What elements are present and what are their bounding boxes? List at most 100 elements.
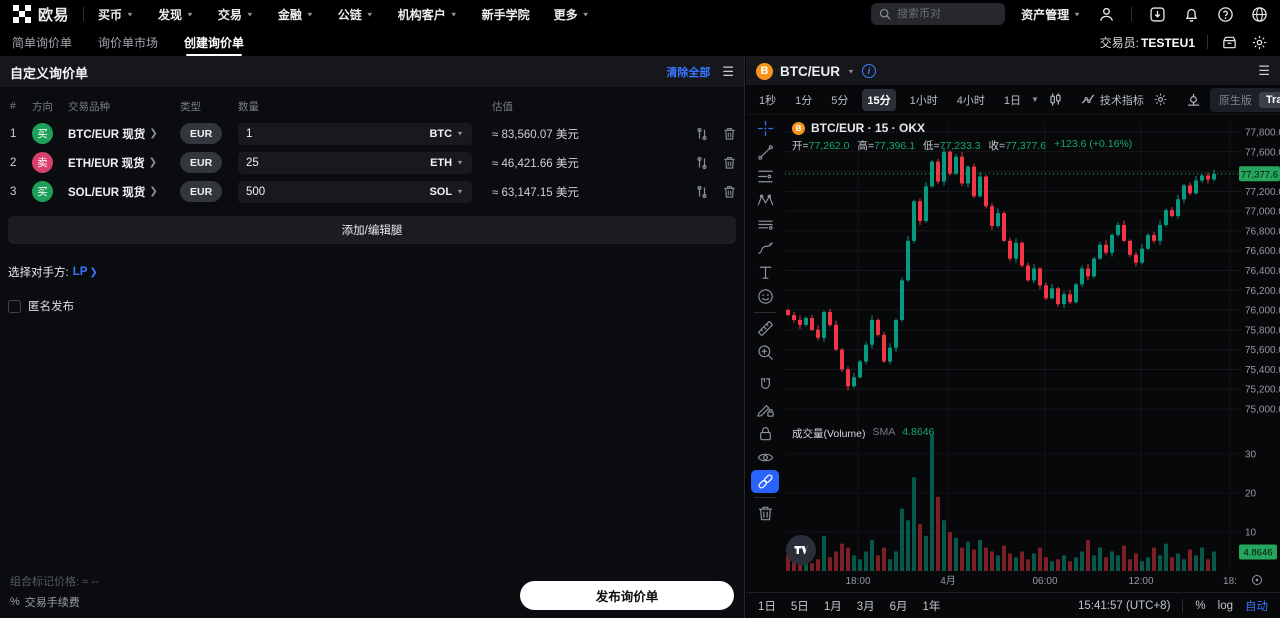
range-1d[interactable]: 1日	[758, 600, 776, 613]
sync-drawings-tool-icon[interactable]	[751, 470, 779, 493]
tradingview-logo[interactable]	[786, 535, 816, 565]
anonymous-checkbox[interactable]	[8, 299, 21, 313]
range-1y[interactable]: 1年	[922, 600, 941, 613]
swap-side-icon[interactable]	[695, 127, 709, 141]
instrument-selector[interactable]: SOL/EUR 现货 ❯	[68, 186, 158, 199]
chart-area[interactable]: 77,377.6 77,800.0 77,600.0 77,200.0 77,000.0…	[746, 115, 1280, 592]
counterparty-link[interactable]: LP ❯	[72, 266, 98, 278]
info-icon[interactable]: i	[861, 64, 876, 78]
download-app-icon[interactable]	[1148, 5, 1166, 23]
menu-more[interactable]: 更多 ▼	[553, 7, 590, 22]
unit-dropdown[interactable]: SOL ▼	[429, 185, 464, 198]
amount-field[interactable]: BTC▼	[238, 122, 472, 145]
instrument-selector[interactable]: BTC/EUR 现货 ❯	[68, 128, 158, 141]
orders-box-icon[interactable]	[1220, 33, 1238, 51]
range-3mo[interactable]: 3月	[856, 600, 875, 613]
interval-4h[interactable]: 4小时	[956, 94, 985, 107]
lock-drawings-tool-icon[interactable]	[751, 422, 779, 445]
menu-academy[interactable]: 新手学院	[481, 7, 530, 22]
svg-text:76,800.0: 76,800.0	[1245, 226, 1280, 237]
trend-line-tool-icon[interactable]	[751, 141, 779, 164]
tradingview-mode-button[interactable]: TradingView	[1258, 91, 1280, 108]
chevron-down-icon[interactable]: ▼	[847, 67, 855, 75]
currency-type-pill[interactable]: EUR	[180, 152, 223, 173]
language-globe-icon[interactable]	[1250, 5, 1268, 23]
amount-field[interactable]: ETH▼	[238, 151, 472, 174]
tab-create-rfq[interactable]: 创建询价单	[184, 28, 244, 56]
measure-tool-icon[interactable]	[751, 317, 779, 340]
candle-style-icon[interactable]	[1048, 92, 1063, 107]
amount-input[interactable]	[246, 156, 431, 169]
drawing-mode-tool-icon[interactable]	[751, 398, 779, 421]
panel-menu-icon[interactable]: ☰	[722, 64, 734, 79]
emoji-tool-icon[interactable]	[751, 285, 779, 308]
swap-side-icon[interactable]	[695, 156, 709, 170]
brand[interactable]: 欧易	[12, 4, 69, 25]
tab-simple-rfq[interactable]: 简单询价单	[12, 35, 73, 50]
tab-rfq-market[interactable]: 询价单市场	[98, 35, 159, 50]
unit-dropdown[interactable]: BTC ▼	[429, 127, 464, 140]
assets-dropdown[interactable]: 资产管理 ▼	[1021, 7, 1081, 22]
position-tool-icon[interactable]	[751, 213, 779, 236]
remove-drawings-tool-icon[interactable]	[751, 502, 779, 525]
range-1mo[interactable]: 1月	[823, 600, 842, 613]
delete-leg-icon[interactable]	[723, 185, 736, 199]
amount-input[interactable]	[246, 127, 430, 140]
clock[interactable]: 15:41:57 (UTC+8)	[1078, 599, 1171, 612]
currency-type-pill[interactable]: EUR	[180, 123, 223, 144]
chart-settings-gear-icon[interactable]	[1153, 92, 1168, 107]
percent-scale-button[interactable]: %	[1195, 599, 1206, 612]
native-mode-button[interactable]: 原生版	[1218, 94, 1252, 107]
text-tool-icon[interactable]	[751, 261, 779, 284]
range-5d[interactable]: 5日	[790, 600, 809, 613]
swap-side-icon[interactable]	[695, 185, 709, 199]
interval-1h[interactable]: 1小时	[909, 94, 938, 107]
log-scale-button[interactable]: log	[1217, 599, 1233, 612]
symbol-name[interactable]: BTC/EUR	[780, 63, 840, 79]
currency-type-pill[interactable]: EUR	[180, 181, 223, 202]
crosshair-tool-icon[interactable]	[751, 117, 779, 140]
interval-more-chevron-icon[interactable]: ▼	[1031, 95, 1039, 104]
interval-1m[interactable]: 1分	[795, 94, 813, 107]
chart-menu-icon[interactable]: ☰	[1258, 63, 1270, 78]
help-icon[interactable]	[1216, 5, 1234, 23]
delete-leg-icon[interactable]	[723, 156, 736, 170]
interval-5m[interactable]: 5分	[831, 94, 849, 107]
xabcd-pattern-tool-icon[interactable]	[751, 189, 779, 212]
amount-field[interactable]: SOL▼	[238, 180, 472, 203]
interval-1s[interactable]: 1秒	[759, 94, 777, 107]
interval-15m[interactable]: 15分	[862, 88, 896, 111]
candlestick-chart[interactable]: 77,377.6 77,800.0 77,600.0 77,200.0 77,000.0…	[746, 115, 1280, 597]
magnet-tool-icon[interactable]	[751, 374, 779, 397]
delete-leg-icon[interactable]	[723, 127, 736, 141]
menu-finance[interactable]: 金融 ▼	[277, 7, 314, 22]
profile-icon[interactable]	[1097, 5, 1115, 23]
compare-icon[interactable]	[1186, 92, 1201, 107]
menu-discover[interactable]: 发现 ▼	[157, 7, 194, 22]
zoom-in-tool-icon[interactable]	[751, 341, 779, 364]
fib-retracement-tool-icon[interactable]	[751, 165, 779, 188]
unit-dropdown[interactable]: ETH ▼	[430, 156, 464, 169]
mark-price-label: 组合标记价格:	[10, 576, 80, 588]
search-input[interactable]	[897, 8, 998, 20]
amount-input[interactable]	[246, 185, 430, 198]
leg-valuation: ≈ 83,560.07 美元	[492, 128, 579, 141]
clear-all-link[interactable]: 清除全部	[666, 67, 711, 79]
range-6mo[interactable]: 6月	[889, 600, 908, 613]
menu-trade[interactable]: 交易 ▼	[217, 7, 254, 22]
chevron-right-icon: ❯	[149, 186, 158, 197]
notifications-icon[interactable]	[1182, 5, 1200, 23]
menu-buy-crypto[interactable]: 买币 ▼	[98, 7, 134, 22]
instrument-selector[interactable]: ETH/EUR 现货 ❯	[68, 157, 158, 170]
hide-drawings-tool-icon[interactable]	[751, 446, 779, 469]
settings-gear-icon[interactable]	[1250, 33, 1268, 51]
menu-chain[interactable]: 公链 ▼	[337, 7, 374, 22]
brush-tool-icon[interactable]	[751, 237, 779, 260]
indicators-button[interactable]: 技术指标	[1081, 92, 1144, 108]
auto-scale-button[interactable]: 自动	[1245, 600, 1268, 613]
search-box[interactable]	[871, 3, 1006, 25]
interval-1d[interactable]: 1日	[1003, 94, 1021, 107]
add-edit-legs-button[interactable]: 添加/编辑腿	[8, 216, 736, 244]
menu-institutional[interactable]: 机构客户 ▼	[397, 7, 458, 22]
publish-rfq-button[interactable]: 发布询价单	[520, 581, 734, 610]
